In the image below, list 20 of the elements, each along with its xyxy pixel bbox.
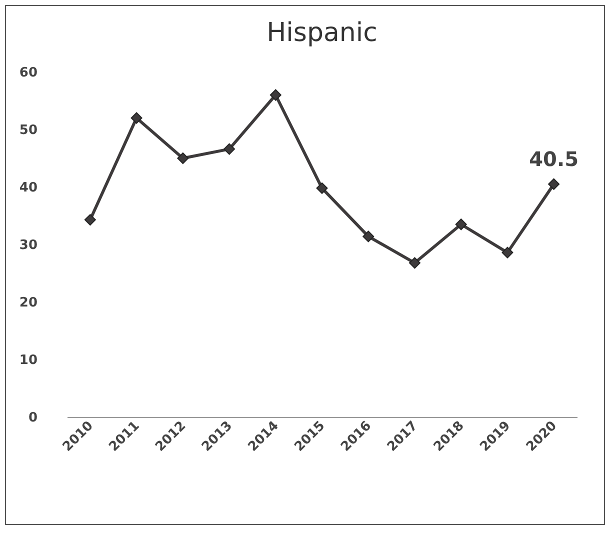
data-label: 40.5 — [529, 147, 578, 172]
point — [362, 230, 374, 242]
point — [316, 182, 328, 194]
point — [455, 218, 467, 230]
y-tick-label: 40 — [19, 180, 38, 196]
point — [84, 214, 96, 226]
point — [270, 89, 282, 101]
point — [177, 152, 189, 164]
y-tick-label: 0 — [28, 410, 38, 426]
y-tick-label: 30 — [19, 238, 38, 253]
point — [502, 246, 514, 258]
y-tick-label: 60 — [19, 66, 38, 80]
point — [548, 178, 560, 190]
chart-title: Hispanic — [266, 18, 378, 48]
point — [130, 112, 142, 124]
y-tick-label: 50 — [19, 123, 38, 138]
point — [408, 257, 420, 269]
y-tick-label: 20 — [19, 296, 38, 310]
point — [224, 143, 236, 155]
y-tick-label: 10 — [19, 353, 38, 368]
